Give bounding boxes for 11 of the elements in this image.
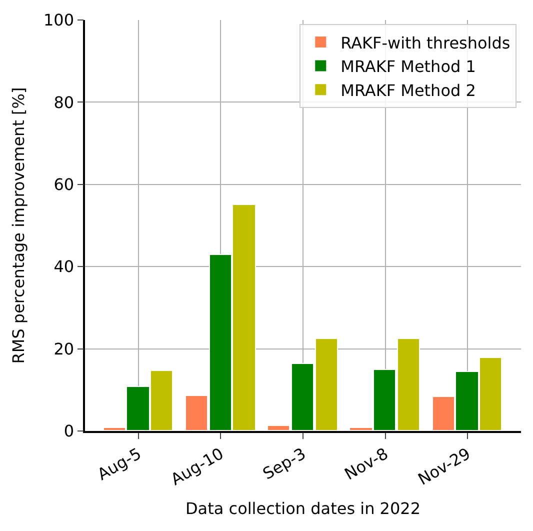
y-tick-label: 0 [64, 422, 74, 441]
legend-label: MRAKF Method 1 [340, 57, 476, 76]
y-tick-label: 100 [44, 10, 74, 30]
x-axis-title: Data collection dates in 2022 [185, 499, 421, 518]
y-tick-label: 20 [54, 339, 74, 358]
y-tick-label: 40 [54, 257, 74, 276]
y-tick-label: 80 [54, 92, 74, 112]
legend-label: RAKF-with thresholds [340, 33, 510, 52]
y-axis-title: RMS percentage improvement [%] [8, 87, 28, 364]
legend-label: MRAKF Method 2 [340, 80, 476, 100]
y-tick-label: 60 [54, 175, 74, 194]
